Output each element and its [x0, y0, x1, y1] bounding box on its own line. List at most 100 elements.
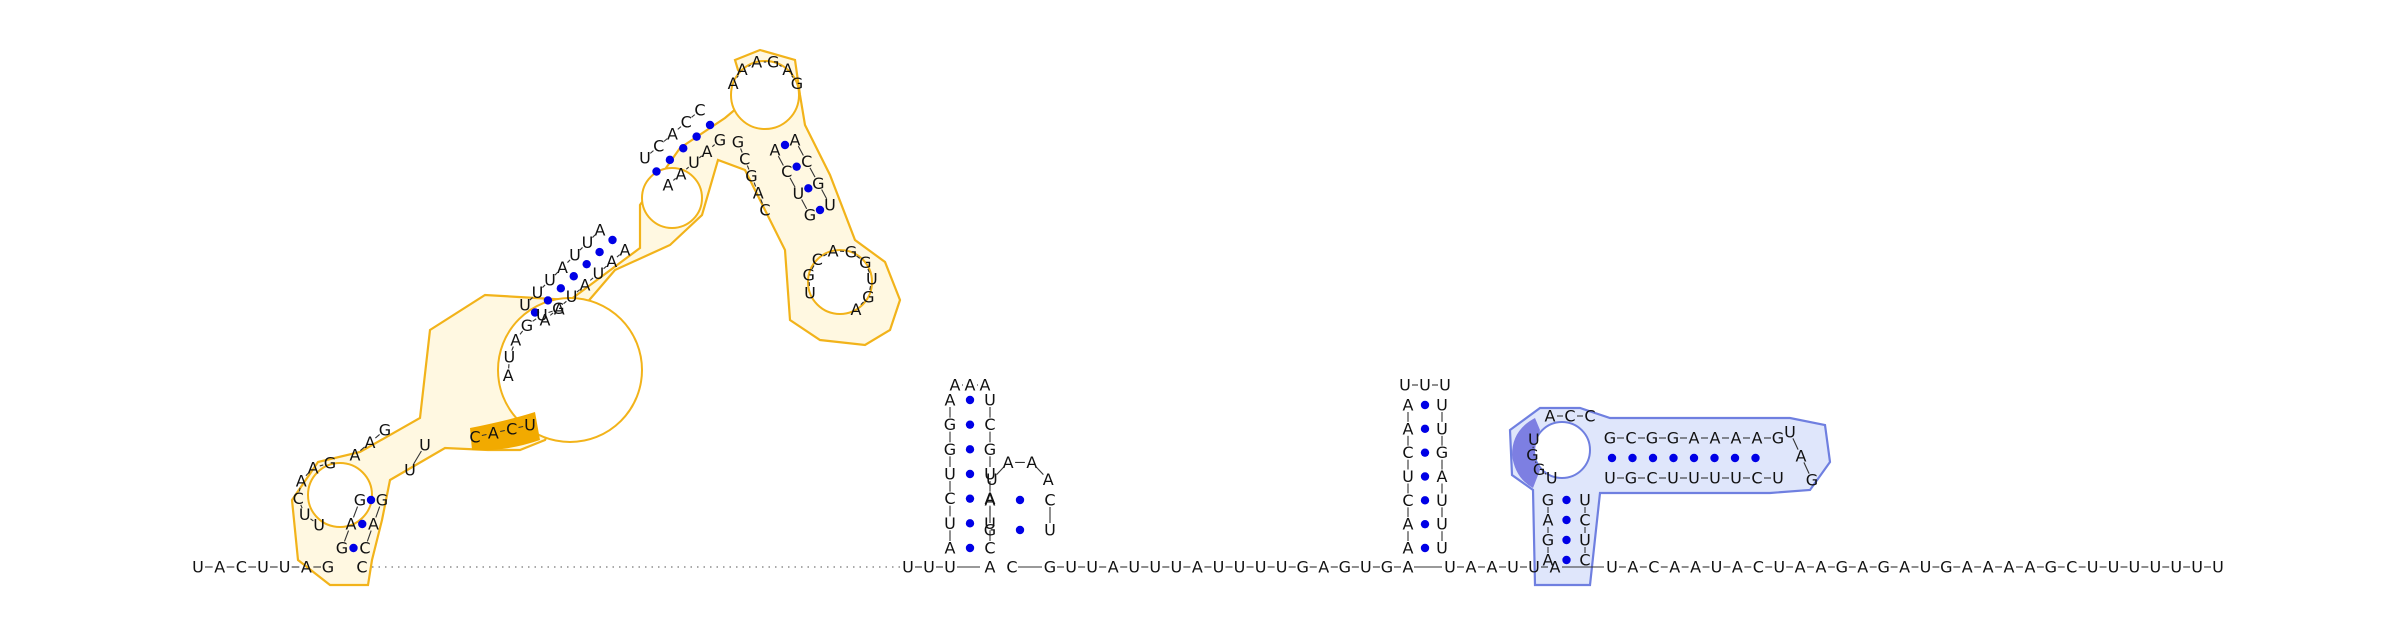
backbone-link [797, 145, 804, 156]
base-pair-dot [965, 494, 975, 503]
hairpin-a-loop-0: A [950, 376, 961, 395]
hairpin-a-loop-2: A [980, 376, 991, 395]
hairpin-c-3p-2: G [1436, 443, 1448, 462]
orange-inner-left-0: A [350, 446, 361, 465]
backbone-link [869, 285, 872, 291]
base-pair-dot [804, 184, 813, 193]
backbone-right-29: U [2212, 558, 2224, 577]
backbone-right-19: A [2004, 558, 2015, 577]
hairpin-a-5p-5: G [944, 415, 956, 434]
backbone-links-layer [205, 61, 2211, 568]
blue-stem-3p-1: U [1579, 531, 1591, 550]
backbone-right-18: A [1983, 558, 1994, 577]
orange-branch-loop-2: C [812, 250, 823, 269]
orange-extra-strand-1: C [739, 150, 750, 169]
backbone-mid2-0: A [985, 558, 996, 577]
hairpin-a-5p-1: U [944, 514, 956, 533]
backbone-right-15: U [1920, 558, 1932, 577]
blue-loop-top-1: C [1564, 407, 1575, 426]
backbone-right-11: G [1836, 558, 1848, 577]
orange-helix2-3p-1: A [606, 252, 617, 271]
hairpin-c-5p-3: U [1402, 467, 1414, 486]
base-pair-dot [965, 420, 975, 429]
backbone-left-0: U [192, 558, 204, 577]
orange-domain-outline [290, 48, 902, 587]
hairpin-a-5p-6: A [945, 391, 956, 410]
base-pair-dot [692, 132, 701, 141]
backbone-link [691, 114, 696, 118]
backbone-link [663, 138, 668, 142]
backbone-link [1534, 461, 1537, 464]
orange-branch-loop-1: G [803, 266, 815, 285]
orange-helix2-5p-5: U [582, 233, 594, 252]
backbone-mid4-9: U [1234, 558, 1246, 577]
orange-inner-hole [641, 167, 703, 229]
backbone-right-5: U [1711, 558, 1723, 577]
backbone-link [1036, 467, 1044, 476]
backbone-link [532, 318, 537, 322]
backbone-link [753, 182, 757, 187]
backbone-link [360, 446, 365, 451]
backbone-link [310, 518, 314, 522]
hairpin-c-5p-6: A [1403, 396, 1414, 415]
backbone-mid4-8: U [1213, 558, 1225, 577]
orange-helix2-3p-6: A [540, 311, 551, 330]
orange-helix3-5p-4: C [694, 101, 705, 120]
orange-helix1-5p-1: A [346, 515, 357, 534]
backbone-left-3: U [257, 558, 269, 577]
orange-extra-strand-0: G [732, 133, 744, 152]
base-pair-dot [1730, 453, 1740, 463]
base-pair-dot [1015, 525, 1025, 535]
orange-branch-hole [807, 249, 873, 315]
orange-branch-3p-3: A [790, 131, 801, 150]
base-pair-dot [556, 284, 566, 293]
backbone-link [867, 268, 870, 273]
blue-loop-left-2: G [1533, 460, 1545, 479]
hairpin-b-3p-1: U [1044, 521, 1056, 540]
hairpin-c-loop-1: U [1419, 376, 1431, 395]
base-pair-dot [965, 469, 975, 479]
blue-tip-2: G [1806, 471, 1818, 490]
orange-branch-loop-6: U [866, 270, 878, 289]
orange-branch-5p-2: U [792, 184, 804, 203]
orange-branch-5p-0: A [770, 141, 781, 160]
orange-apical-loop-2: A [751, 53, 762, 72]
orange-helix2-5p-0: U [519, 296, 531, 315]
backbone-link [748, 64, 751, 67]
base-pair-dot [815, 205, 825, 215]
base-pair-dot [780, 140, 790, 150]
orange-branch-3p-2: C [801, 152, 812, 171]
base-pair-dot [1689, 453, 1699, 463]
blue-top-3p-7: C [1751, 469, 1762, 488]
orange-extra-strand-4: C [759, 201, 770, 220]
base-pair-dot [349, 543, 358, 553]
blue-stem-5p-0: G [1542, 491, 1554, 510]
backbone-link [305, 472, 309, 477]
blue-top-3p-1: G [1625, 469, 1637, 488]
orange-helix2-3p-0: A [620, 241, 631, 260]
backbone-mid4-3: A [1108, 558, 1119, 577]
orange-multiloop-5: A [554, 299, 565, 318]
base-pair-dot [1420, 519, 1430, 529]
backbone-right-28: U [2191, 558, 2203, 577]
hairpin-c-3p-4: U [1436, 491, 1448, 510]
base-pair-dot [1562, 495, 1571, 505]
base-pair-dot [1607, 453, 1617, 463]
backbone-left-5: A [301, 558, 312, 577]
orange-helix1-5p-0: G [336, 539, 348, 558]
hairpin-a-3p-4: A [985, 489, 996, 508]
orange-helix1-5p-2: G [354, 491, 366, 510]
backbone-mid4-13: A [1318, 558, 1329, 577]
backbone-link [1803, 462, 1810, 474]
blue-loop-left-1: G [1526, 446, 1538, 465]
backbone-link [789, 177, 796, 188]
orange-branch-5p-1: C [781, 162, 792, 181]
base-pair-dot [1420, 543, 1430, 553]
backbone-link [685, 166, 690, 170]
orange-inner-right-0: U [404, 461, 416, 480]
backbone-link [567, 259, 571, 263]
backbone-link [548, 310, 553, 314]
backbone-right-9: A [1795, 558, 1806, 577]
orange-helix3-5p-3: C [681, 113, 692, 132]
